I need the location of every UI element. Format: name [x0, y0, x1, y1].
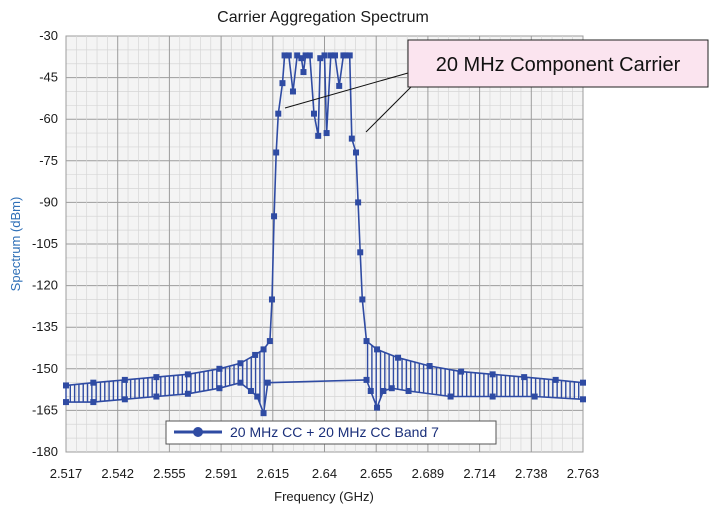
- data-point: [405, 387, 412, 394]
- data-point: [332, 52, 339, 59]
- x-tick-label: 2.738: [515, 466, 548, 481]
- data-point: [90, 379, 97, 386]
- data-point: [300, 69, 307, 76]
- data-point: [317, 55, 324, 62]
- data-point: [388, 385, 395, 392]
- y-tick-label: -75: [39, 153, 58, 168]
- series-layer: [63, 52, 586, 417]
- data-point: [355, 199, 362, 206]
- data-point: [285, 52, 292, 59]
- data-point: [298, 55, 305, 62]
- y-tick-label: -150: [32, 361, 58, 376]
- data-point: [426, 363, 433, 370]
- x-tick-label: 2.714: [463, 466, 496, 481]
- y-tick-label: -180: [32, 444, 58, 459]
- data-point: [271, 213, 278, 220]
- y-tick-label: -105: [32, 236, 58, 251]
- x-axis-label: Frequency (GHz): [274, 489, 374, 504]
- y-tick-label: -165: [32, 402, 58, 417]
- data-point: [374, 404, 381, 411]
- data-point: [153, 393, 160, 400]
- data-point: [264, 379, 271, 386]
- data-point: [310, 110, 317, 117]
- data-point: [121, 396, 128, 403]
- data-point: [580, 379, 586, 386]
- legend-box: [165, 420, 497, 445]
- data-point: [363, 338, 370, 345]
- data-point: [315, 132, 322, 139]
- data-point: [374, 346, 381, 353]
- data-point: [458, 368, 465, 375]
- callout-text: 20 MHz Component Carrier: [436, 54, 681, 76]
- legend: 20 MHz CC + 20 MHz CC Band 7: [165, 420, 497, 445]
- x-tick-label: 2.689: [412, 466, 445, 481]
- data-point: [321, 52, 328, 59]
- data-point: [90, 399, 97, 406]
- data-point: [353, 149, 360, 156]
- data-point: [336, 82, 343, 89]
- data-point: [552, 376, 559, 383]
- x-tick-label: 2.615: [257, 466, 290, 481]
- data-point: [346, 52, 353, 59]
- data-point: [281, 52, 288, 59]
- data-point: [121, 376, 128, 383]
- data-point: [184, 390, 191, 397]
- x-tick-label: 2.591: [205, 466, 238, 481]
- data-point: [447, 393, 454, 400]
- data-point: [273, 149, 280, 156]
- chart-title: Carrier Aggregation Spectrum: [217, 9, 429, 26]
- x-tick-label: 2.763: [567, 466, 600, 481]
- y-tick-label: -120: [32, 278, 58, 293]
- data-point: [357, 249, 364, 256]
- data-point: [216, 365, 223, 372]
- callout-leader-left: [284, 72, 409, 109]
- data-point: [580, 396, 586, 403]
- data-point: [380, 387, 387, 394]
- y-axis-label: Spectrum (dBm): [8, 197, 23, 292]
- y-tick-label: -135: [32, 319, 58, 334]
- x-tick-label: 2.64: [312, 466, 337, 481]
- data-point: [323, 130, 330, 137]
- data-point: [279, 80, 286, 87]
- x-tick-labels: 2.517 2.542 2.555 2.591 2.615 2.64 2.655 2.689 2…: [50, 466, 600, 481]
- grid-lines: [65, 35, 584, 453]
- data-point: [260, 410, 267, 417]
- data-point: [363, 376, 370, 383]
- data-point: [254, 393, 261, 400]
- callout-leader-right: [365, 85, 413, 133]
- callout-box: [407, 39, 709, 88]
- data-point: [531, 393, 538, 400]
- data-point: [521, 374, 528, 381]
- annotation-callout: 20 MHz Component Carrier: [284, 39, 709, 133]
- data-point: [306, 52, 313, 59]
- data-point: [237, 379, 244, 386]
- y-tick-label: -90: [39, 194, 58, 209]
- data-point: [367, 387, 374, 394]
- data-point: [342, 52, 349, 59]
- data-point: [302, 52, 309, 59]
- data-point: [289, 88, 296, 95]
- y-tick-labels: -30 -45 -60 -75 -90 -105 -120 -135 -150 -165 -180: [32, 28, 58, 459]
- data-point: [348, 135, 355, 142]
- data-point: [237, 360, 244, 367]
- data-point: [268, 296, 275, 303]
- data-point: [359, 296, 366, 303]
- data-point: [184, 371, 191, 378]
- legend-label: 20 MHz CC + 20 MHz CC Band 7: [230, 424, 439, 440]
- legend-swatch-marker: [193, 427, 203, 437]
- x-tick-label: 2.555: [153, 466, 186, 481]
- y-tick-label: -45: [39, 70, 58, 85]
- x-tick-label: 2.655: [360, 466, 393, 481]
- data-point: [294, 52, 301, 59]
- skirt-stripes: [65, 341, 580, 409]
- data-point: [275, 110, 282, 117]
- x-tick-label: 2.542: [101, 466, 134, 481]
- data-point: [327, 52, 334, 59]
- y-tick-label: -60: [39, 111, 58, 126]
- x-tick-label: 2.517: [50, 466, 83, 481]
- data-point: [216, 385, 223, 392]
- y-tick-label: -30: [39, 28, 58, 43]
- data-point: [266, 338, 273, 345]
